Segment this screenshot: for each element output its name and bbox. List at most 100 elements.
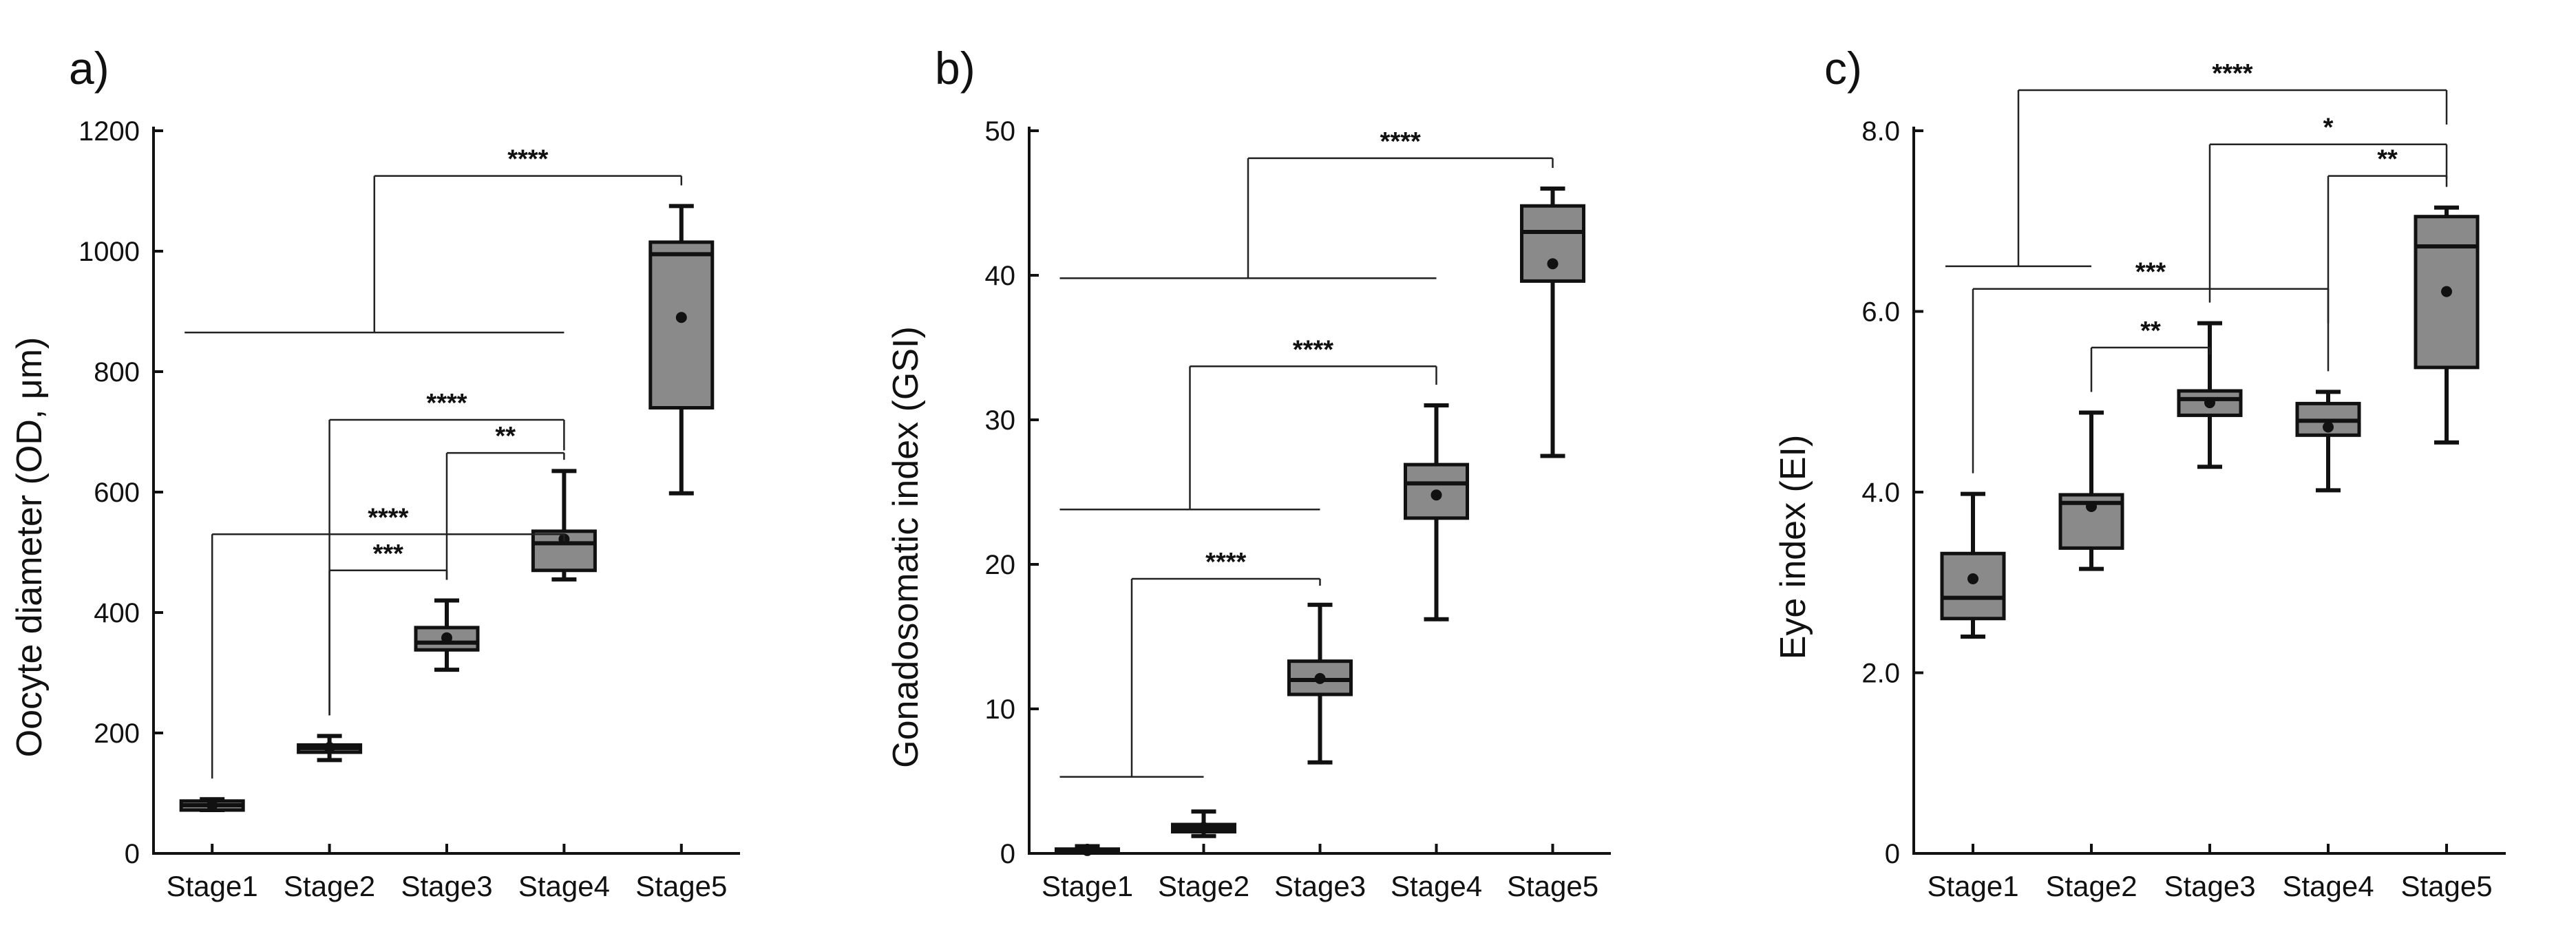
y-tick-label: 200 bbox=[94, 719, 140, 749]
x-tick-label: Stage5 bbox=[635, 870, 727, 902]
y-tick-label: 0 bbox=[1000, 839, 1015, 869]
box-stage3 bbox=[2177, 321, 2243, 469]
y-tick-label: 1000 bbox=[78, 237, 140, 267]
significance-bracket: **** bbox=[184, 145, 683, 334]
box-stage2 bbox=[1171, 809, 1236, 838]
panel-label-b: b) bbox=[935, 43, 975, 94]
y-tick-label: 1200 bbox=[78, 116, 140, 147]
x-tick-label: Stage2 bbox=[2045, 870, 2137, 902]
significance-bracket: ** bbox=[445, 422, 565, 580]
mean-dot bbox=[2441, 286, 2452, 297]
mean-dot bbox=[675, 312, 687, 323]
box-stage4 bbox=[1404, 403, 1469, 621]
box-stage5 bbox=[2414, 205, 2480, 445]
y-tick-label: 20 bbox=[985, 550, 1016, 580]
significance-stars: **** bbox=[507, 145, 548, 174]
iqr-box bbox=[2414, 215, 2480, 370]
panel-label-a: a) bbox=[69, 43, 109, 94]
box-stage5 bbox=[1520, 187, 1585, 458]
panel-b: b) Gonadosomatic index (GSI) 0 10 20 30 40 50… bbox=[886, 43, 1611, 902]
x-tick-label: Stage1 bbox=[1927, 870, 2018, 902]
mean-dot bbox=[2086, 501, 2097, 512]
box-stage1 bbox=[179, 797, 245, 812]
y-axis-label-a: Oocyte diameter (OD, μm) bbox=[10, 337, 50, 758]
significance-stars: **** bbox=[426, 389, 467, 418]
x-tick-label: Stage4 bbox=[518, 870, 610, 902]
significance-bracket: **** bbox=[1059, 548, 1321, 778]
significance-stars: ** bbox=[2140, 317, 2161, 345]
x-tick-label: Stage1 bbox=[167, 870, 258, 902]
significance-stars: **** bbox=[2212, 59, 2252, 88]
iqr-box bbox=[1520, 204, 1585, 283]
x-tick-label: Stage3 bbox=[1274, 870, 1366, 902]
x-tick-label: Stage1 bbox=[1042, 870, 1133, 902]
significance-bracket: **** bbox=[211, 503, 565, 779]
y-tick-label: 4.0 bbox=[1861, 478, 1900, 508]
significance-stars: **** bbox=[1205, 548, 1246, 577]
y-tick-label: 10 bbox=[985, 694, 1016, 725]
y-tick-label: 0 bbox=[1885, 839, 1900, 869]
panel-a: a) Oocyte diameter (OD, μm) 0 200 400 600 80… bbox=[10, 43, 740, 902]
significance-bracket: **** bbox=[1059, 335, 1437, 511]
significance-bracket: ** bbox=[2090, 317, 2211, 392]
y-tick-label: 8.0 bbox=[1861, 116, 1900, 147]
y-axis-label-c: Eye index (EI) bbox=[1773, 435, 1813, 660]
box-stage4 bbox=[531, 469, 597, 582]
mean-dot bbox=[1967, 573, 1978, 584]
significance-stars: *** bbox=[2135, 258, 2166, 287]
mean-dot bbox=[2204, 397, 2215, 409]
box-stage5 bbox=[648, 204, 715, 496]
y-tick-label: 30 bbox=[985, 405, 1016, 436]
mean-dot bbox=[1430, 489, 1442, 501]
x-tick-label: Stage2 bbox=[1158, 870, 1249, 902]
mean-dot bbox=[1314, 672, 1326, 684]
iqr-box bbox=[648, 240, 715, 410]
panel-label-c: c) bbox=[1824, 43, 1862, 94]
mean-dot bbox=[441, 632, 452, 644]
box-stage2 bbox=[297, 734, 363, 763]
panel-c: c) Eye index (EI) 0 2.0 4.0 6.0 8.0 Stage1 Sta… bbox=[1773, 43, 2506, 902]
significance-stars: *** bbox=[373, 540, 404, 568]
box-stage2 bbox=[2058, 410, 2124, 571]
box-stage1 bbox=[1940, 491, 2006, 639]
mean-dot bbox=[2323, 421, 2334, 433]
mean-dot bbox=[1081, 844, 1093, 856]
box-stage4 bbox=[2295, 390, 2361, 493]
iqr-box bbox=[1940, 551, 2006, 621]
significance-bracket: * bbox=[2208, 114, 2448, 303]
y-tick-label: 2.0 bbox=[1861, 659, 1900, 689]
significance-bracket: **** bbox=[1059, 127, 1554, 279]
significance-stars: * bbox=[2323, 114, 2334, 142]
mean-dot bbox=[324, 742, 335, 753]
y-tick-label: 50 bbox=[985, 116, 1016, 147]
x-tick-label: Stage4 bbox=[2282, 870, 2374, 902]
significance-bracket: **** bbox=[328, 389, 565, 716]
x-tick-label: Stage4 bbox=[1391, 870, 1482, 902]
significance-stars: **** bbox=[368, 503, 408, 532]
y-tick-label: 800 bbox=[94, 357, 140, 387]
y-tick-label: 600 bbox=[94, 478, 140, 508]
significance-bracket: *** bbox=[1972, 258, 2330, 474]
significance-stars: **** bbox=[1380, 127, 1421, 156]
x-tick-label: Stage5 bbox=[1507, 870, 1598, 902]
y-tick-label: 40 bbox=[985, 261, 1016, 291]
y-tick-label: 6.0 bbox=[1861, 297, 1900, 328]
mean-dot bbox=[207, 800, 218, 811]
mean-dot bbox=[1198, 822, 1210, 833]
y-tick-label: 0 bbox=[125, 839, 140, 869]
x-tick-label: Stage3 bbox=[2164, 870, 2255, 902]
significance-stars: ** bbox=[495, 422, 516, 451]
significance-bracket: **** bbox=[1945, 59, 2448, 268]
significance-stars: ** bbox=[2377, 145, 2398, 174]
x-tick-label: Stage2 bbox=[284, 870, 375, 902]
y-axis-label-b: Gonadosomatic index (GSI) bbox=[886, 326, 926, 768]
box-stage3 bbox=[1287, 602, 1353, 765]
box-stage1 bbox=[1055, 844, 1120, 856]
box-stage3 bbox=[414, 598, 480, 672]
y-tick-label: 400 bbox=[94, 598, 140, 628]
x-tick-label: Stage5 bbox=[2400, 870, 2492, 902]
significance-bracket: ** bbox=[2327, 145, 2448, 372]
significance-stars: **** bbox=[1293, 335, 1333, 364]
x-tick-label: Stage3 bbox=[401, 870, 492, 902]
